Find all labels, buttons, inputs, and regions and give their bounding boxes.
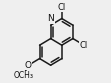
Text: N: N [47,14,54,23]
Text: Cl: Cl [58,3,66,12]
Text: OCH₃: OCH₃ [13,71,33,80]
Text: O: O [25,61,32,70]
Text: Cl: Cl [80,41,88,50]
